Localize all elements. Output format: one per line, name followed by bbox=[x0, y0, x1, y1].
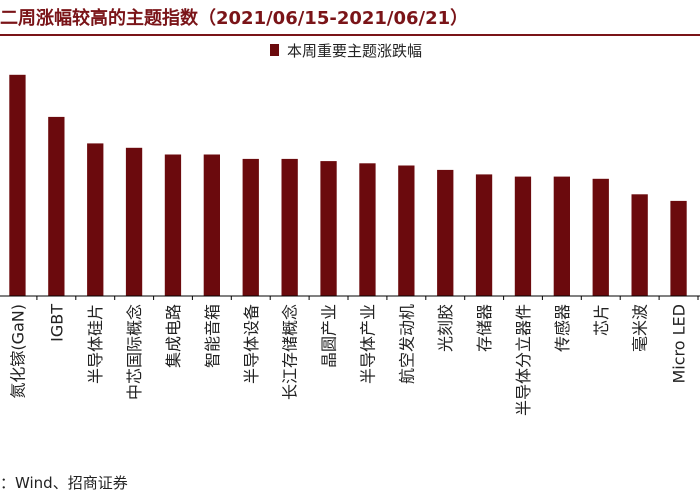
x-tick-label: 存储器 bbox=[475, 304, 494, 352]
bar-7 bbox=[242, 158, 259, 296]
bar-16 bbox=[592, 178, 609, 296]
legend-swatch bbox=[270, 44, 279, 56]
bar-4 bbox=[125, 147, 143, 296]
x-tick-label: 智能音箱 bbox=[203, 304, 222, 368]
legend-label: 本周重要主题涨跌幅 bbox=[287, 41, 423, 60]
legend: 本周重要主题涨跌幅 bbox=[270, 40, 422, 60]
x-tick-label: 半导体硅片 bbox=[86, 304, 105, 384]
x-tick-label: 传感器 bbox=[553, 304, 572, 352]
source-note: ：Wind、招商证券 bbox=[0, 474, 128, 492]
bar-chart: 氮化镓(GaN) IGBT 半导体硅片 中芯国际概念 集成电路 智能音箱 半导体设备 长江存储… bbox=[0, 74, 700, 416]
chart-title: 二周涨幅较高的主题指数（2021/06/15-2021/06/21） bbox=[0, 8, 469, 29]
bar-13 bbox=[475, 174, 493, 296]
x-tick-label: 晶圆产业 bbox=[320, 304, 339, 368]
bar-1 bbox=[9, 74, 26, 296]
x-tick-label: 半导体分立器件 bbox=[514, 304, 533, 416]
x-tick-label: 航空发动机 bbox=[397, 304, 416, 384]
bar-9 bbox=[320, 161, 337, 296]
bar-15 bbox=[553, 176, 570, 296]
bar-6 bbox=[203, 154, 220, 296]
x-tick-label: 中芯国际概念 bbox=[125, 304, 144, 400]
bar-8 bbox=[281, 158, 298, 296]
bar-3 bbox=[87, 143, 104, 296]
x-tick-label: 半导体设备 bbox=[242, 304, 261, 384]
x-tick-label: 毫米波 bbox=[631, 304, 650, 352]
bar-5 bbox=[164, 154, 182, 296]
x-tick-label: 长江存储概念 bbox=[281, 304, 300, 400]
x-tick-label: 芯片 bbox=[592, 304, 611, 336]
bar-17 bbox=[631, 194, 648, 296]
x-tick-label: 集成电路 bbox=[164, 304, 183, 368]
x-tick-label: 半导体产业 bbox=[358, 304, 377, 384]
bar-14 bbox=[514, 176, 532, 296]
x-tick-label: IGBT bbox=[47, 304, 66, 342]
bar-18 bbox=[670, 200, 687, 296]
title-bar: 二周涨幅较高的主题指数（2021/06/15-2021/06/21） bbox=[0, 0, 700, 36]
bar-12 bbox=[437, 169, 454, 296]
x-tick-label: 光刻胶 bbox=[436, 304, 455, 352]
bar-10 bbox=[359, 163, 376, 296]
bar-11 bbox=[398, 165, 415, 296]
bar-2 bbox=[48, 116, 65, 297]
x-tick-label: Micro LED bbox=[670, 304, 689, 384]
x-tick-label: 氮化镓(GaN) bbox=[8, 304, 27, 399]
